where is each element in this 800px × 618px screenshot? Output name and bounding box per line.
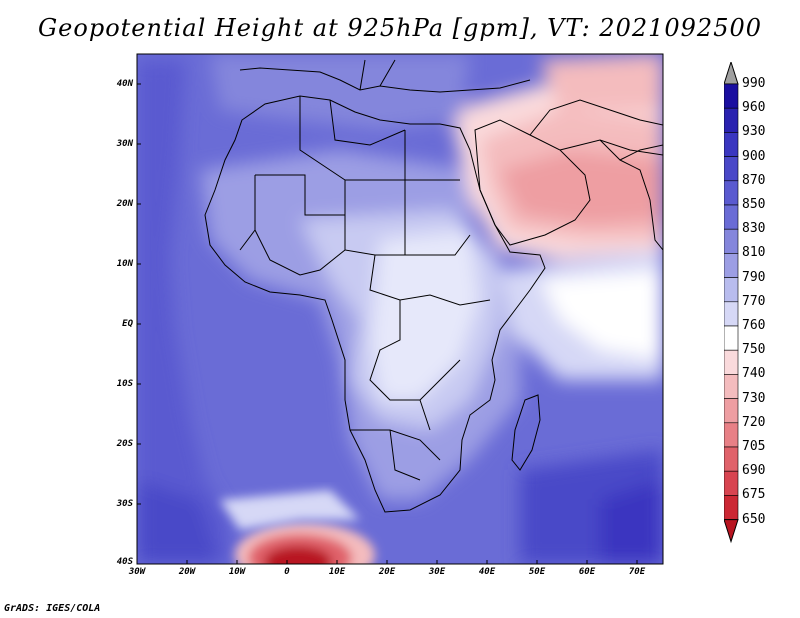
colorbar-label: 720 bbox=[742, 414, 766, 430]
field-indian-white bbox=[540, 270, 663, 360]
colorbar-label: 930 bbox=[742, 124, 766, 140]
height-field bbox=[137, 54, 663, 564]
colorbar-box bbox=[724, 228, 739, 254]
lat-label-40s: 40S bbox=[116, 557, 133, 567]
colorbar-label: 750 bbox=[742, 342, 766, 358]
colorbar-box bbox=[724, 325, 739, 351]
colorbar-box bbox=[724, 277, 739, 303]
field-south-light bbox=[220, 490, 360, 530]
field-arabia-red bbox=[500, 150, 663, 225]
colorbar bbox=[724, 62, 739, 544]
field-west-ocean bbox=[137, 60, 230, 564]
lon-label-50e: 50E bbox=[528, 567, 546, 577]
coastlines bbox=[204, 59, 663, 513]
colorbar-label: 830 bbox=[742, 221, 766, 237]
plot-frame bbox=[136, 53, 664, 565]
colorbar-label: 870 bbox=[742, 172, 766, 188]
axis-ticks bbox=[137, 83, 638, 564]
colorbar-label: 760 bbox=[742, 318, 766, 333]
lon-label-40e: 40E bbox=[478, 567, 496, 577]
lat-label-10s: 10S bbox=[116, 379, 133, 389]
lat-label-10n: 10N bbox=[116, 259, 133, 269]
colorbar-label: 740 bbox=[742, 366, 766, 382]
colorbar-box bbox=[724, 156, 739, 182]
lat-label-20n: 20N bbox=[116, 199, 133, 209]
colorbar-box bbox=[724, 374, 739, 399]
colorbar-box bbox=[724, 107, 739, 133]
colorbar-label: 650 bbox=[742, 511, 766, 527]
colorbar-label: 770 bbox=[742, 293, 766, 309]
colorbar-box bbox=[724, 495, 739, 520]
colorbar-box bbox=[724, 83, 739, 109]
field-se-deeper bbox=[600, 480, 663, 564]
colorbar-label: 850 bbox=[742, 197, 766, 212]
colorbar-label: 690 bbox=[742, 463, 766, 479]
colorbar-box bbox=[724, 204, 739, 230]
lon-label-70e: 70E bbox=[628, 567, 646, 577]
colorbar-top-triangle bbox=[724, 62, 739, 85]
colorbar-box bbox=[724, 470, 739, 496]
lon-label-60e: 60E bbox=[578, 567, 596, 577]
lon-label-30w: 30W bbox=[128, 567, 146, 577]
field-sw-deep bbox=[137, 480, 220, 564]
colorbar-box bbox=[724, 180, 739, 206]
colorbar-label: 730 bbox=[742, 390, 766, 406]
colorbar-label: 705 bbox=[742, 439, 766, 454]
colorbar-label: 960 bbox=[742, 100, 766, 116]
lon-label-0: 0 bbox=[284, 567, 290, 577]
lat-label-40n: 40N bbox=[116, 79, 133, 89]
colorbar-label: 675 bbox=[742, 487, 766, 503]
colorbar-label: 990 bbox=[742, 76, 766, 91]
colorbar-box bbox=[724, 349, 739, 375]
colorbar-box bbox=[724, 132, 739, 157]
lat-label-20s: 20S bbox=[116, 439, 133, 449]
lon-label-30e: 30E bbox=[428, 567, 446, 577]
field-low-core bbox=[264, 546, 332, 564]
colorbar-label: 810 bbox=[742, 245, 766, 261]
field-med bbox=[210, 54, 470, 130]
lon-label-10w: 10W bbox=[228, 567, 246, 577]
lat-label-30s: 30S bbox=[116, 499, 133, 509]
lon-label-20e: 20E bbox=[378, 567, 396, 577]
colorbar-box bbox=[724, 446, 739, 472]
lat-label-eq: EQ bbox=[122, 319, 133, 329]
chart-title: Geopotential Height at 925hPa [gpm], VT:… bbox=[38, 14, 762, 42]
colorbar-box bbox=[724, 301, 739, 327]
colorbar-label: 790 bbox=[742, 269, 766, 285]
colorbar-bottom-triangle bbox=[724, 519, 739, 544]
colorbar-label: 900 bbox=[742, 148, 766, 164]
grads-credit: GrADS: IGES/COLA bbox=[4, 603, 101, 614]
field-africa-white bbox=[370, 230, 480, 400]
colorbar-box bbox=[724, 422, 739, 448]
colorbar-box bbox=[724, 253, 739, 278]
lon-label-20w: 20W bbox=[178, 567, 196, 577]
field-iran-pink bbox=[540, 54, 663, 110]
lon-label-10e: 10E bbox=[328, 567, 346, 577]
colorbar-box bbox=[724, 398, 739, 424]
lat-label-30n: 30N bbox=[116, 139, 133, 149]
